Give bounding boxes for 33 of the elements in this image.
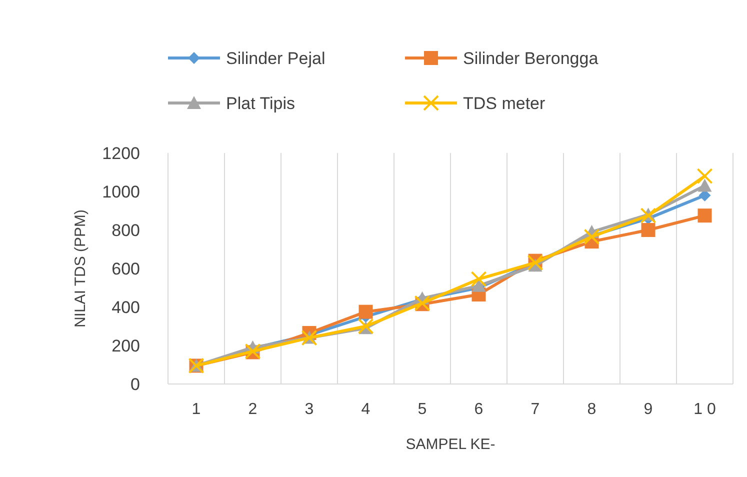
legend-label: Silinder Pejal: [226, 48, 326, 68]
x-tick-label: 6: [474, 401, 484, 418]
x-tick-label: 1: [192, 401, 201, 418]
legend-label: Silinder Berongga: [463, 48, 599, 68]
point: [358, 318, 374, 334]
y-tick-label: 600: [112, 259, 140, 278]
y-tick-label: 1000: [102, 182, 140, 202]
x-tick-label: 1 0: [694, 401, 716, 418]
x-tick-label: 8: [587, 401, 596, 418]
y-tick-label: 200: [112, 336, 140, 356]
y-tick-label: 0: [130, 374, 140, 394]
y-tick-label: 400: [112, 298, 140, 317]
point: [358, 304, 373, 319]
y-axis-title: NILAI TDS (PPM): [72, 209, 89, 328]
point: [470, 271, 487, 288]
point: [640, 208, 656, 224]
x-tick-label: 3: [304, 401, 314, 418]
x-axis-title: SAMPEL KE-: [406, 436, 496, 453]
legend-label: TDS meter: [463, 94, 546, 113]
x-tick-label: 2: [248, 401, 258, 418]
point: [698, 178, 712, 192]
x-tick-label: 7: [530, 401, 540, 418]
y-tick-label: 800: [112, 220, 140, 240]
point: [584, 228, 600, 245]
point: [472, 278, 486, 292]
point: [696, 168, 713, 184]
y-tick-label: 1200: [102, 144, 140, 163]
x-tick-label: 5: [418, 401, 427, 418]
legend-label: Plat Tipis: [226, 94, 295, 113]
x-tick-label: 4: [361, 401, 370, 418]
point: [698, 208, 712, 223]
point: [641, 223, 656, 237]
x-tick-label: 9: [644, 401, 653, 418]
